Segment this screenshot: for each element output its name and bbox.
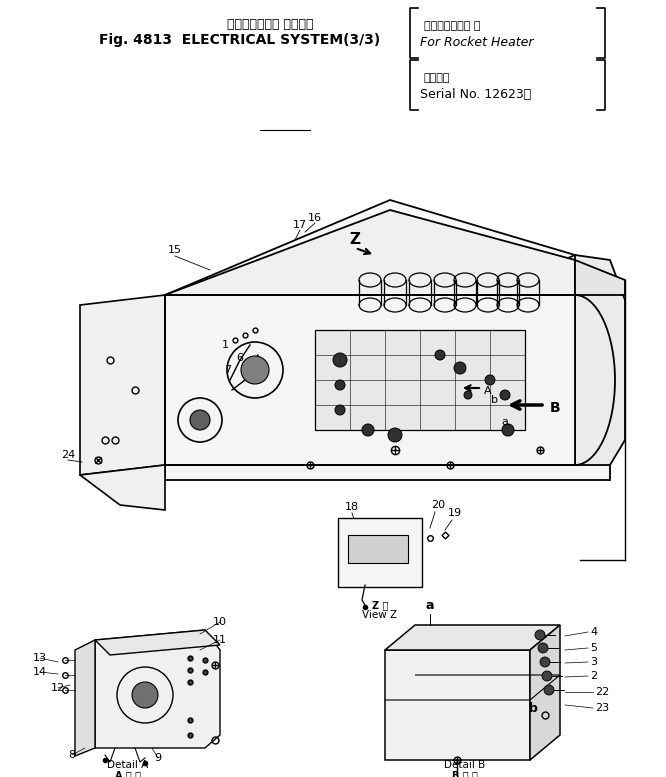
Polygon shape (165, 200, 575, 355)
Text: Serial No. 12623～: Serial No. 12623～ (420, 88, 531, 101)
Text: For Rocket Heater: For Rocket Heater (420, 36, 533, 49)
Text: A 詳 細: A 詳 細 (115, 770, 141, 777)
Polygon shape (165, 295, 575, 465)
Circle shape (333, 353, 347, 367)
Text: Detail B: Detail B (444, 760, 486, 770)
Text: 16: 16 (308, 213, 322, 223)
Text: 19: 19 (448, 508, 462, 518)
Text: 適用号機: 適用号機 (424, 73, 450, 83)
Polygon shape (575, 255, 610, 460)
Circle shape (190, 410, 210, 430)
Text: B 詳 細: B 詳 細 (452, 770, 478, 777)
Text: 7: 7 (224, 365, 232, 375)
Text: B: B (550, 401, 561, 415)
Text: 8: 8 (69, 750, 75, 760)
Text: 22: 22 (595, 687, 609, 697)
Polygon shape (80, 295, 165, 475)
Text: 15: 15 (168, 245, 182, 255)
Text: 5: 5 (590, 643, 597, 653)
Polygon shape (385, 650, 530, 760)
Circle shape (540, 657, 550, 667)
Polygon shape (75, 640, 95, 756)
Circle shape (542, 671, 552, 681)
Circle shape (485, 375, 495, 385)
Text: 13: 13 (33, 653, 47, 663)
Polygon shape (575, 255, 625, 465)
Text: 24: 24 (61, 450, 75, 460)
Polygon shape (165, 210, 575, 295)
Text: 11: 11 (213, 635, 227, 645)
Text: Z 視: Z 視 (372, 600, 388, 610)
Text: a: a (501, 417, 508, 427)
Polygon shape (80, 465, 165, 510)
Circle shape (241, 356, 269, 384)
Circle shape (538, 643, 548, 653)
FancyBboxPatch shape (315, 330, 525, 430)
Circle shape (335, 380, 345, 390)
Circle shape (388, 428, 402, 442)
Text: A: A (484, 386, 492, 396)
FancyBboxPatch shape (348, 535, 408, 563)
Text: 4: 4 (590, 627, 597, 637)
Polygon shape (575, 260, 625, 295)
Circle shape (500, 390, 510, 400)
Text: 12: 12 (51, 683, 65, 693)
Text: View Z: View Z (362, 610, 398, 620)
Text: b: b (492, 395, 498, 405)
Text: 18: 18 (345, 502, 359, 512)
Polygon shape (95, 630, 220, 655)
Text: 23: 23 (595, 703, 609, 713)
Polygon shape (165, 295, 610, 480)
Circle shape (502, 424, 514, 436)
Text: 9: 9 (155, 753, 162, 763)
Text: 6: 6 (236, 353, 244, 363)
Circle shape (435, 350, 445, 360)
Circle shape (335, 405, 345, 415)
FancyBboxPatch shape (338, 518, 422, 587)
Text: 1: 1 (222, 340, 228, 350)
Circle shape (454, 362, 466, 374)
Text: 20: 20 (431, 500, 445, 510)
Text: 3: 3 (590, 657, 597, 667)
Polygon shape (530, 625, 560, 760)
Text: 2: 2 (590, 671, 597, 681)
Circle shape (132, 682, 158, 708)
Polygon shape (95, 630, 220, 748)
Circle shape (362, 424, 374, 436)
Polygon shape (385, 625, 560, 650)
Text: ロケットヒータ 用: ロケットヒータ 用 (424, 21, 480, 31)
Text: a: a (426, 599, 434, 612)
Text: b: b (529, 702, 537, 715)
Text: エレクトリカル システム: エレクトリカル システム (226, 18, 313, 31)
Text: 17: 17 (293, 220, 307, 230)
Circle shape (535, 630, 545, 640)
Circle shape (464, 391, 472, 399)
Text: 14: 14 (33, 667, 47, 677)
Circle shape (544, 685, 554, 695)
Text: Z: Z (350, 232, 360, 248)
Text: Detail A: Detail A (107, 760, 149, 770)
Text: Fig. 4813  ELECTRICAL SYSTEM(3/3): Fig. 4813 ELECTRICAL SYSTEM(3/3) (99, 33, 381, 47)
Text: 10: 10 (213, 617, 227, 627)
